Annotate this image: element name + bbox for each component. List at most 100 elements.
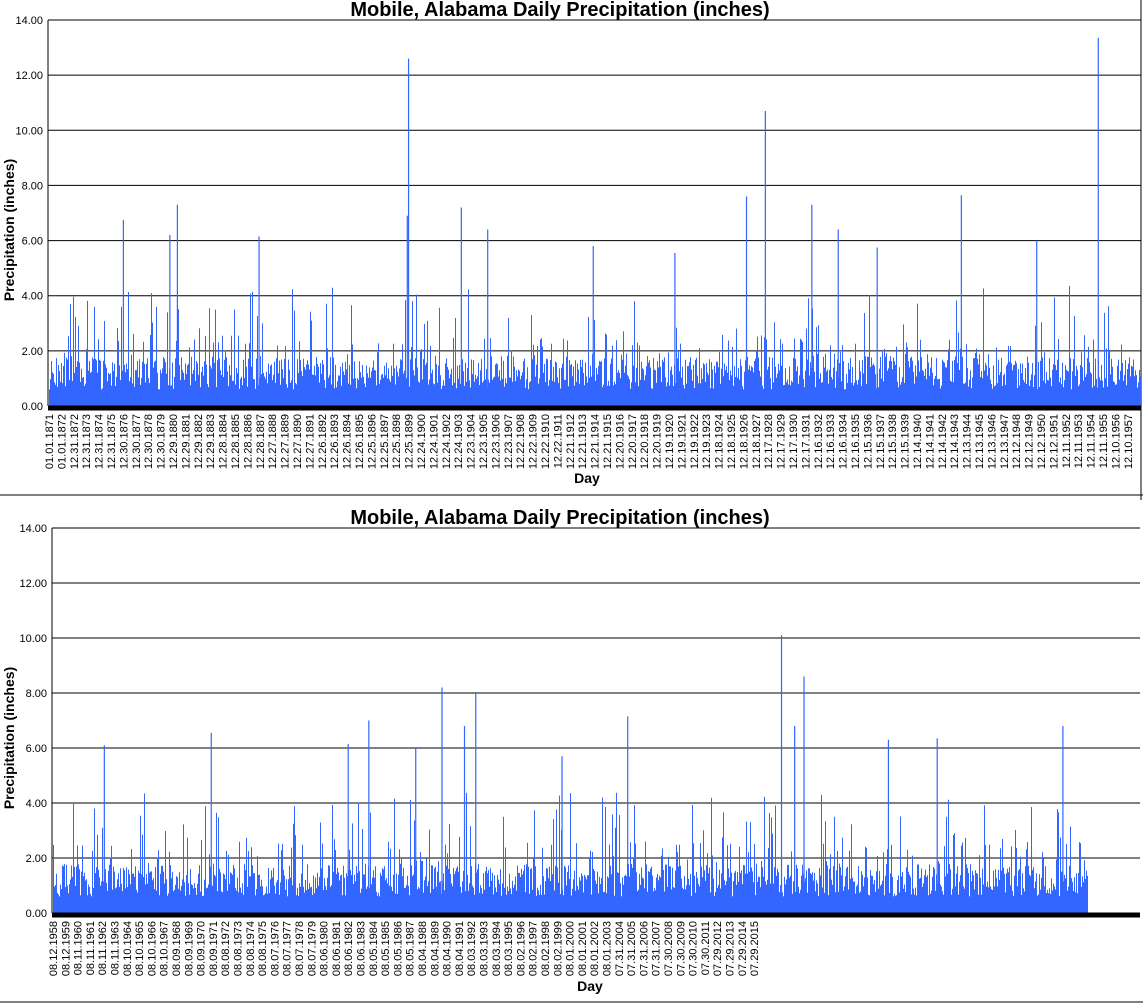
x-tick-label: 12.11.1952 [1061,414,1073,468]
chart-1-title: Mobile, Alabama Daily Precipitation (inc… [350,0,769,21]
x-tick-label: 12.25.1899 [404,414,416,469]
x-tick-label: 12.23.1905 [478,414,490,469]
x-tick-label: 12.31.1872 [69,414,81,469]
x-tick-label: 12.28.1885 [230,414,242,469]
x-tick-label: 12.15.1938 [887,414,899,469]
x-tick-label: 08.11.1962 [97,921,109,975]
x-tick-label: 07.29.2012 [712,921,724,976]
x-tick-label: 12.13.1947 [999,414,1011,469]
x-tick-label: 12.23.1904 [466,414,478,469]
x-tick-label: 12.18.1926 [738,414,750,469]
x-tick-label: 08.01.2000 [565,921,577,976]
x-tick-label: 08.09.1971 [208,921,220,976]
x-tick-label: 08.06.1982 [343,921,355,976]
x-tick-label: 12.26.1893 [329,414,341,469]
y-tick-label: 6.00 [26,743,47,755]
x-tick-label: 12.24.1903 [453,414,465,469]
x-tick-label: 12.31.1875 [106,414,118,469]
x-tick-label: 12.27.1889 [280,414,292,469]
y-tick-label: 14.00 [15,15,43,27]
x-tick-label: 12.19.1923 [701,414,713,469]
y-tick-label: 2.00 [26,853,47,865]
x-tick-label: 08.08.1973 [233,921,245,976]
x-tick-label: 12.26.1892 [317,414,329,469]
x-tick-label: 08.02.1996 [515,921,527,976]
y-tick-label: 4.00 [22,291,43,303]
x-tick-label: 12.15.1936 [862,414,874,469]
chart-2-y-axis-label: Precipitation (inches) [1,667,17,809]
x-tick-label: 08.04.1991 [454,921,466,976]
x-tick-label: 08.07.1979 [306,921,318,976]
x-tick-label: 12.17.1929 [776,414,788,469]
x-tick-label: 12.27.1891 [304,414,316,469]
x-tick-label: 12.17.1931 [800,414,812,469]
y-tick-label: 8.00 [26,688,47,700]
x-tick-label: 12.29.1883 [205,414,217,469]
chart-1: Mobile, Alabama Daily Precipitation (inc… [0,0,1143,500]
x-tick-label: 12.19.1921 [676,414,688,469]
x-tick-label: 12.21.1914 [590,414,602,469]
x-tick-label: 08.02.1998 [540,921,552,976]
chart-2-title: Mobile, Alabama Daily Precipitation (inc… [350,507,769,529]
x-tick-label: 12.10.1956 [1110,414,1122,469]
x-tick-label: 12.31.1873 [81,414,93,469]
x-tick-label: 12.31.1874 [94,414,106,469]
x-tick-label: 08.01.2002 [589,921,601,976]
x-tick-label: 12.27.1890 [292,414,304,469]
x-tick-label: 12.11.1955 [1098,414,1110,468]
x-tick-label: 12.19.1922 [689,414,701,469]
x-tick-label: 08.11.1963 [110,921,122,975]
x-tick-label: 08.01.2001 [577,921,589,976]
x-tick-label: 12.30.1878 [143,414,155,469]
x-tick-label: 12.30.1876 [118,414,130,469]
x-tick-label: 08.05.1986 [392,921,404,976]
x-tick-label: 12.20.1916 [614,414,626,469]
x-tick-label: 08.02.1999 [552,921,564,976]
x-tick-label: 08.03.1993 [479,921,491,976]
x-tick-label: 01.01.1871 [44,414,56,469]
x-tick-label: 12.27.1888 [267,414,279,469]
x-tick-label: 08.06.1980 [319,921,331,976]
x-tick-label: 08.08.1975 [257,921,269,976]
y-tick-label: 14.00 [19,523,47,535]
x-tick-label: 07.30.2010 [688,921,700,976]
y-tick-label: 12.00 [15,70,43,82]
x-tick-label: 12.26.1895 [354,414,366,469]
x-tick-label: 08.05.1984 [368,921,380,976]
x-tick-label: 08.10.1966 [146,921,158,976]
x-tick-label: 08.04.1989 [429,921,441,976]
x-tick-label: 07.31.2004 [614,921,626,976]
x-tick-label: 07.29.2015 [749,921,761,976]
x-tick-label: 12.13.1945 [974,414,986,469]
x-tick-label: 08.06.1983 [356,921,368,976]
x-tick-label: 08.10.1964 [122,921,134,976]
x-tick-label: 12.25.1896 [366,414,378,469]
x-tick-label: 12.18.1927 [751,414,763,469]
x-tick-label: 08.05.1987 [405,921,417,976]
y-tick-label: 12.00 [19,578,47,590]
x-tick-label: 12.20.1918 [639,414,651,469]
y-tick-label: 10.00 [19,633,47,645]
x-tick-label: 08.11.1960 [73,921,85,975]
x-tick-label: 12.29.1881 [180,414,192,469]
x-tick-label: 07.31.2005 [626,921,638,976]
x-tick-label: 07.31.2006 [638,921,650,976]
x-tick-label: 12.17.1928 [763,414,775,469]
x-tick-label: 12.19.1920 [664,414,676,469]
x-tick-label: 08.09.1970 [196,921,208,976]
x-tick-label: 12.21.1912 [565,414,577,469]
x-tick-label: 12.11.1954 [1086,414,1098,468]
x-tick-label: 08.10.1967 [159,921,171,976]
x-tick-label: 12.30.1879 [156,414,168,469]
x-tick-label: 07.30.2011 [700,921,712,975]
x-tick-label: 08.07.1977 [282,921,294,976]
x-tick-label: 07.30.2009 [675,921,687,976]
chart-2-x-axis-label: Day [577,978,603,994]
x-tick-label: 12.13.1944 [962,414,974,469]
x-tick-label: 08.07.1978 [294,921,306,976]
daily-bars [53,792,1088,913]
x-tick-label: 12.13.1946 [986,414,998,469]
x-tick-label: 12.22.1909 [528,414,540,469]
x-tick-label: 08.12.1958 [48,921,60,976]
chart-1-x-axis-label: Day [574,470,600,486]
